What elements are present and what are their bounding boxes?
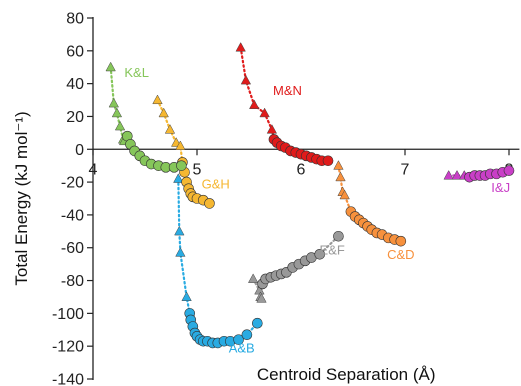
circle-point [395,235,407,247]
triangle-point [249,99,260,109]
series-label-m-n: M&N [273,83,302,98]
triangle-point [443,170,454,180]
axes [92,17,520,380]
series-c-d [333,160,407,247]
triangle-point [111,107,123,118]
series-i-j [443,165,515,183]
y-tick-label: -140 [52,372,84,386]
triangle-point [247,273,259,283]
y-tick-label: 20 [66,109,84,126]
series-label-i-j: I&J [491,180,510,195]
circle-point [241,329,253,340]
triangle-point [174,225,185,236]
series-label-c-d: C&D [387,247,414,262]
y-tick-label: 60 [66,43,84,60]
y-tick-label: 80 [66,11,84,28]
tick-marks [87,17,510,380]
y-tick-label: -120 [52,339,84,356]
circle-point [503,165,515,176]
triangle-point [339,189,350,200]
y-axis-title: Total Energy (kJ mol⁻¹) [12,111,31,285]
triangle-point [175,140,186,150]
series-label-g-h: G&H [202,177,230,192]
x-axis-title: Centroid Separation (Å) [257,365,436,384]
triangle-point [158,107,169,118]
triangle-point [335,171,346,182]
circle-point [322,155,334,167]
triangle-point [114,120,126,131]
triangle-point [164,124,176,134]
series-label-e-f: E&F [320,242,345,257]
triangle-point [256,293,267,303]
x-tick-label: 5 [193,161,202,178]
series-label-k-l: K&L [124,65,149,80]
triangle-point [333,160,344,170]
x-tick-label: 4 [89,161,98,178]
circle-point [233,334,244,345]
triangle-point [259,107,270,118]
triangle-point [108,97,119,108]
triangle-point [240,74,252,85]
series-layer [105,42,515,349]
series-a-b [173,173,263,349]
triangle-point [175,247,186,257]
triangle-point [451,170,463,180]
y-tick-label: 40 [66,76,84,93]
x-tick-label: 7 [401,161,410,178]
triangle-point [173,173,184,183]
triangle-point [105,61,116,72]
circle-point [176,160,187,171]
y-tick-label: -20 [61,175,84,192]
circle-point [204,198,215,209]
circle-point [314,248,326,260]
series-m-n [235,42,334,167]
circle-point [333,230,344,242]
series-label-a-b: A&B [229,341,255,356]
series-line-k-l [109,66,183,169]
y-tick-label: -40 [61,207,84,224]
circle-point [252,317,263,329]
triangle-point [235,42,246,52]
series-labels: K&L M&N G&H I&J C&D E&F A&B [124,65,510,356]
y-tick-label: -100 [52,306,84,323]
series-e-f [247,230,344,303]
triangle-point [181,291,192,301]
triangle-point [152,94,163,105]
y-tick-label: -80 [61,273,84,290]
triangle-point [266,124,278,134]
series-g-h [152,94,215,209]
series-k-l [105,61,187,173]
y-tick-label: 0 [75,142,84,159]
y-tick-label: -60 [61,240,84,257]
x-tick-label: 6 [297,161,306,178]
